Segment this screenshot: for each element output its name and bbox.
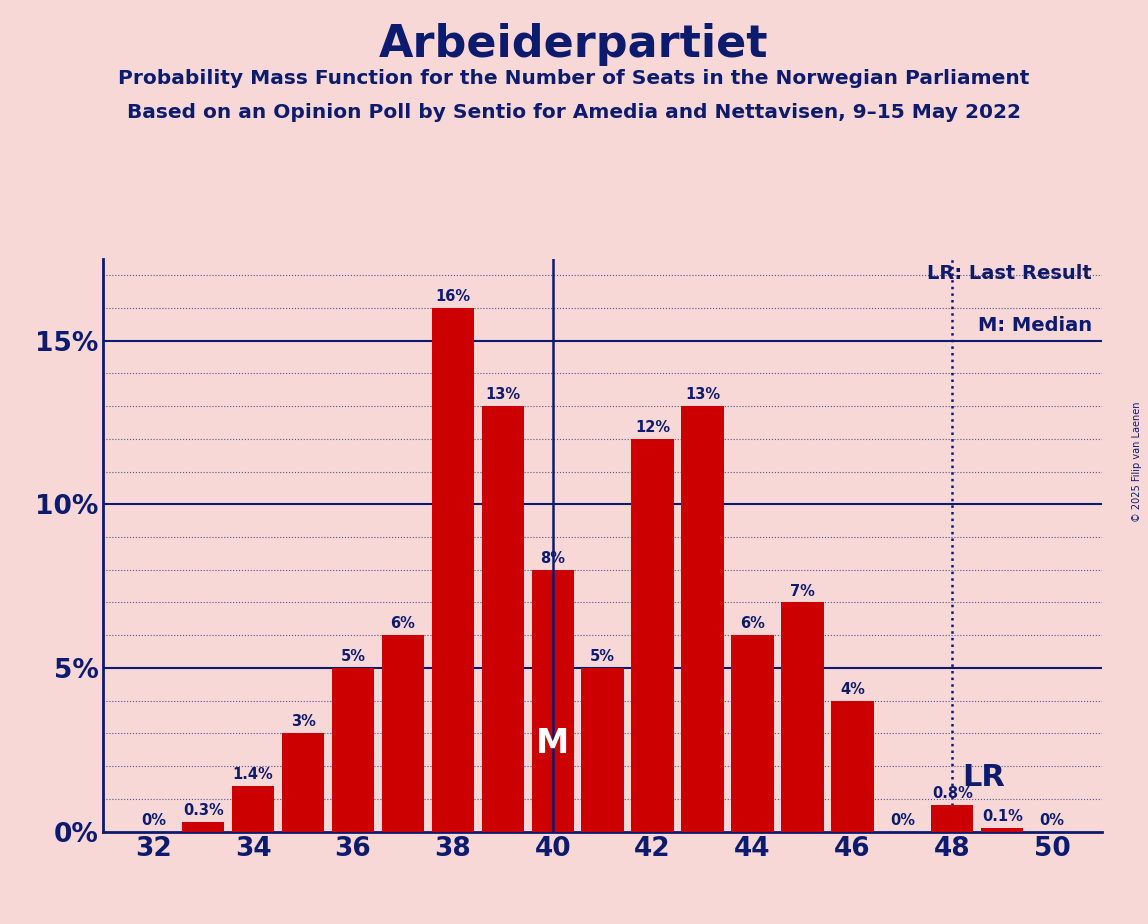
Text: 0.1%: 0.1% — [982, 809, 1023, 824]
Text: 4%: 4% — [840, 682, 864, 697]
Text: 12%: 12% — [635, 419, 670, 435]
Text: 7%: 7% — [790, 584, 815, 599]
Text: 5%: 5% — [341, 649, 365, 664]
Bar — [682, 406, 723, 832]
Bar — [382, 635, 424, 832]
Text: 0%: 0% — [141, 813, 165, 828]
Text: 6%: 6% — [390, 616, 416, 631]
Text: 13%: 13% — [685, 387, 720, 402]
Bar — [582, 668, 623, 832]
Text: 0.8%: 0.8% — [932, 786, 972, 801]
Bar — [232, 785, 274, 832]
Text: © 2025 Filip van Laenen: © 2025 Filip van Laenen — [1132, 402, 1142, 522]
Bar — [831, 700, 874, 832]
Text: 6%: 6% — [740, 616, 765, 631]
Text: Probability Mass Function for the Number of Seats in the Norwegian Parliament: Probability Mass Function for the Number… — [118, 69, 1030, 89]
Bar — [332, 668, 374, 832]
Bar — [931, 806, 974, 832]
Bar — [731, 635, 774, 832]
Text: LR: Last Result: LR: Last Result — [928, 264, 1092, 284]
Bar — [532, 570, 574, 832]
Text: 13%: 13% — [486, 387, 520, 402]
Text: 0%: 0% — [890, 813, 915, 828]
Text: 8%: 8% — [541, 551, 565, 565]
Text: Based on an Opinion Poll by Sentio for Amedia and Nettavisen, 9–15 May 2022: Based on an Opinion Poll by Sentio for A… — [127, 103, 1021, 123]
Bar — [982, 828, 1023, 832]
Text: 1.4%: 1.4% — [233, 767, 273, 782]
Text: 0%: 0% — [1040, 813, 1064, 828]
Bar — [282, 734, 324, 832]
Bar — [782, 602, 823, 832]
Bar — [631, 439, 674, 832]
Text: Arbeiderpartiet: Arbeiderpartiet — [379, 23, 769, 67]
Bar — [432, 308, 474, 832]
Text: M: M — [536, 726, 569, 760]
Text: 0.3%: 0.3% — [183, 803, 224, 818]
Text: LR: LR — [962, 763, 1006, 792]
Text: 16%: 16% — [435, 289, 471, 304]
Text: 3%: 3% — [290, 714, 316, 729]
Text: M: Median: M: Median — [978, 316, 1092, 335]
Text: 5%: 5% — [590, 649, 615, 664]
Bar — [183, 821, 224, 832]
Bar — [482, 406, 523, 832]
